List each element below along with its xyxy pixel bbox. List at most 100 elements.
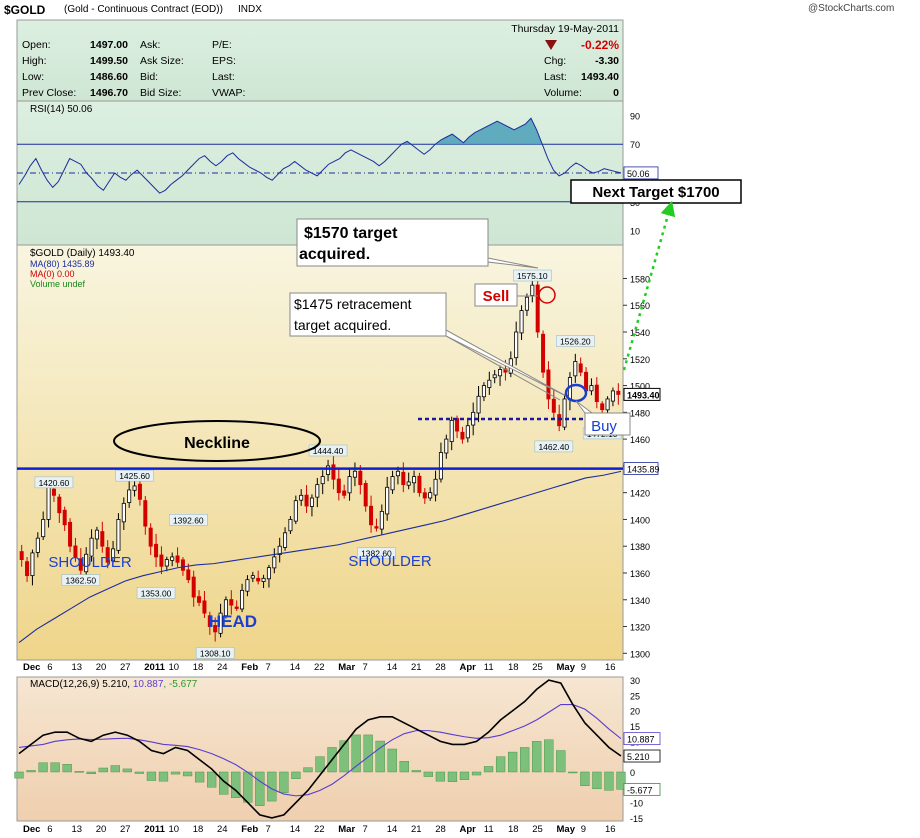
- macd-histogram-bar: [14, 771, 24, 779]
- macd-histogram-bar: [134, 771, 145, 774]
- annotations: Neckline SHOULDER SHOULDER HEAD $1570 target…: [48, 179, 742, 631]
- quote-value: 0: [613, 87, 619, 99]
- candle-body: [293, 500, 298, 522]
- candle-body: [589, 385, 594, 392]
- candle-body: [492, 374, 497, 379]
- macd-histogram-bar: [98, 767, 108, 773]
- source-credit: @StockCharts.com: [808, 3, 895, 14]
- macd-histogram-bar: [532, 741, 542, 773]
- macd-histogram-bar: [255, 771, 265, 806]
- macd-histogram-bar: [110, 765, 120, 773]
- candle-body: [390, 476, 395, 491]
- left-shoulder-label: SHOULDER: [48, 554, 132, 571]
- quote-label: Ask:: [140, 39, 160, 51]
- candle-body: [68, 521, 73, 547]
- candle-body: [35, 537, 40, 553]
- candle-body: [358, 470, 363, 486]
- macd-signal-line: [18, 704, 622, 797]
- candle-body: [309, 497, 314, 507]
- candle-body: [213, 625, 218, 633]
- price-label: 1353.00: [141, 588, 172, 598]
- price-tick-label: 1320: [630, 623, 650, 633]
- price-label-box: [115, 469, 154, 482]
- macd-histogram-bar: [471, 771, 482, 776]
- macd-last-label: 10.887: [627, 735, 655, 745]
- macd-histogram-bar: [194, 771, 205, 783]
- quote-label: Bid:: [140, 71, 158, 83]
- macd-line: [18, 679, 622, 819]
- price-tick-label: 1420: [630, 489, 650, 499]
- macd-tick-label: 25: [630, 691, 640, 701]
- macd-histogram-bar: [363, 734, 373, 773]
- macd-title-hist: , -5.677: [163, 679, 197, 690]
- candle-body: [218, 612, 223, 634]
- candle-body: [121, 502, 126, 523]
- candle-body: [111, 548, 116, 562]
- price-x-tick-label: 9: [581, 662, 586, 673]
- quote-label: Chg:: [544, 55, 566, 67]
- macd-histogram-bar: [616, 771, 626, 790]
- candle-body: [84, 553, 89, 573]
- target-arrow: [622, 200, 676, 371]
- price-label-box: [357, 547, 396, 560]
- price-x-tick-label: Mar: [338, 662, 355, 673]
- price-tick-label: 1520: [630, 355, 650, 365]
- candle-body: [481, 385, 486, 398]
- candle-body: [207, 615, 212, 627]
- macd-histogram-bar: [495, 756, 506, 773]
- candle-body: [605, 398, 610, 411]
- price-label-box: [513, 269, 552, 282]
- candle-body: [530, 284, 535, 296]
- candle-body: [315, 484, 320, 498]
- candle-body: [460, 431, 465, 440]
- price-label-box: [195, 647, 235, 659]
- candle-body: [514, 331, 519, 359]
- candle-body: [401, 471, 406, 486]
- candle-body: [30, 552, 35, 577]
- price-x-tick-label: 24: [217, 662, 228, 673]
- macd-x-tick-label: Apr: [460, 824, 477, 835]
- candle-body: [578, 363, 583, 373]
- quote-value: 1496.70: [90, 87, 128, 99]
- macd-histogram-bar: [556, 750, 566, 773]
- price-label: 1444.40: [313, 446, 344, 456]
- quote-label: Last:: [544, 71, 567, 83]
- candle-body: [336, 478, 341, 494]
- candle-body: [299, 494, 304, 501]
- price-x-tick-label: 6: [47, 662, 52, 673]
- price-tick-label: 1500: [630, 382, 650, 392]
- price-x-tick-label: 28: [435, 662, 446, 673]
- macd-last-label: -5.677: [627, 785, 653, 795]
- macd-x-tick-label: 18: [508, 824, 519, 835]
- macd-histogram-bar: [74, 771, 84, 773]
- macd-histogram-bar: [243, 771, 253, 803]
- rsi-overbought-fill: [19, 118, 621, 145]
- ma80-line: [18, 470, 622, 644]
- rsi-tick-label: 90: [630, 111, 640, 121]
- macd-last-box: [623, 732, 661, 746]
- quote-label: EPS:: [212, 55, 236, 67]
- candle-body: [154, 543, 159, 558]
- price-last-box: [623, 387, 661, 401]
- quote-value: -3.30: [595, 55, 619, 67]
- price-title: $GOLD (Daily) 1493.40: [30, 248, 135, 259]
- legend-volume: Volume undef: [30, 279, 86, 289]
- price-x-tick-label: 14: [387, 662, 398, 673]
- macd-histogram-bar: [411, 770, 421, 773]
- macd-x-tick-label: 27: [120, 824, 131, 835]
- candle-body: [444, 438, 449, 454]
- candle-body: [143, 500, 148, 527]
- quote-value: 1493.40: [581, 71, 619, 83]
- sell-box: [474, 283, 518, 307]
- price-label: 1462.40: [538, 442, 569, 452]
- candle-body: [250, 575, 255, 579]
- macd-tick-label: 15: [630, 722, 640, 732]
- price-label-box: [169, 514, 208, 526]
- quote-label: P/E:: [212, 39, 232, 51]
- candle-body: [245, 579, 250, 592]
- candle-body: [137, 483, 142, 500]
- macd-title-signal: 10.887: [133, 679, 164, 690]
- head-label: HEAD: [209, 612, 257, 631]
- macd-histogram-bar: [62, 764, 72, 773]
- candle-body: [57, 496, 62, 514]
